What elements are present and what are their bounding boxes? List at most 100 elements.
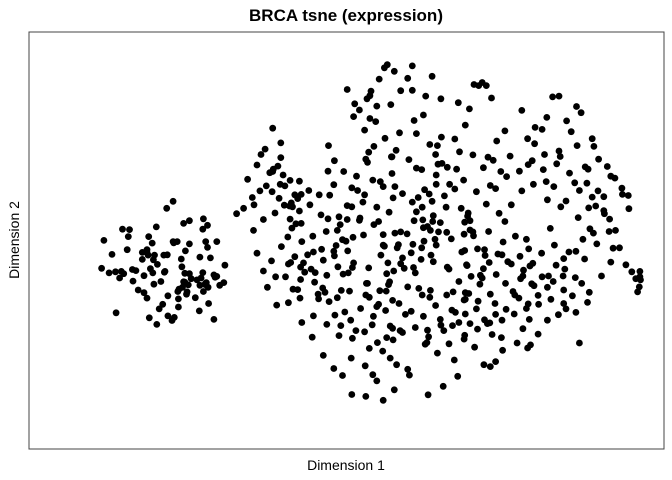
scatter-point (296, 207, 303, 215)
scatter-point (503, 173, 510, 181)
scatter-point (157, 278, 165, 285)
scatter-point (555, 311, 562, 319)
scatter-point (541, 151, 548, 158)
scatter-point (427, 227, 434, 234)
scatter-point (439, 382, 447, 390)
scatter-point (405, 156, 413, 164)
scatter-point (337, 322, 345, 329)
scatter-point (373, 102, 381, 110)
scatter-point (586, 225, 594, 233)
scatter-point (112, 309, 120, 317)
scatter-point (473, 305, 480, 313)
scatter-point (531, 124, 539, 131)
scatter-point (432, 171, 440, 179)
scatter-point (502, 305, 510, 313)
scatter-point (365, 293, 373, 301)
scatter-point (395, 241, 402, 249)
scatter-point (512, 232, 519, 240)
scatter-point (449, 322, 456, 329)
scatter-point (261, 145, 269, 153)
scatter-point (438, 133, 445, 141)
scatter-point (369, 371, 377, 379)
scatter-point (309, 232, 317, 240)
scatter-point (319, 256, 327, 264)
scatter-point (429, 218, 437, 225)
scatter-point (455, 278, 463, 285)
scatter-point (544, 316, 551, 324)
scatter-point (365, 148, 373, 156)
scatter-point (404, 283, 412, 291)
scatter-point (244, 175, 252, 183)
scatter-point (173, 238, 181, 246)
scatter-point (163, 251, 171, 259)
scatter-point (450, 356, 458, 364)
scatter-point (397, 87, 405, 95)
scatter-point (513, 339, 521, 347)
scatter-point (600, 193, 608, 201)
scatter-point (463, 262, 471, 269)
scatter-point (362, 155, 370, 163)
scatter-point (354, 187, 361, 194)
scatter-point (335, 332, 343, 339)
scatter-point (544, 196, 551, 204)
scatter-point (361, 362, 369, 370)
scatter-point (551, 241, 558, 249)
scatter-point (460, 230, 468, 238)
scatter-point (322, 228, 330, 235)
scatter-point (528, 157, 536, 165)
scatter-point (379, 231, 387, 239)
scatter-point (271, 209, 279, 217)
scatter-point (240, 204, 248, 212)
scatter-point (153, 321, 161, 328)
scatter-point (492, 185, 499, 193)
scatter-point (573, 142, 581, 150)
scatter-point (531, 140, 538, 148)
scatter-point (391, 229, 399, 237)
scatter-point (373, 203, 381, 211)
scatter-point (420, 237, 428, 245)
scatter-point (286, 215, 294, 223)
scatter-point (199, 225, 207, 233)
scatter-point (445, 265, 453, 273)
scatter-point (454, 99, 462, 107)
scatter-point (186, 240, 193, 248)
scatter-point (381, 134, 389, 142)
scatter-point (268, 188, 276, 196)
scatter-point (250, 201, 258, 209)
scatter-point (427, 287, 434, 294)
scatter-point (420, 111, 427, 119)
scatter-point (305, 187, 313, 194)
scatter-point (159, 300, 167, 308)
scatter-point (161, 268, 169, 275)
scatter-point (445, 340, 453, 348)
scatter-point (379, 396, 387, 404)
scatter-point (350, 259, 357, 267)
scatter-point (379, 183, 387, 191)
scatter-point (572, 247, 580, 255)
scatter-point (204, 244, 211, 251)
scatter-point (592, 202, 600, 210)
scatter-point (275, 194, 283, 202)
scatter-point (311, 278, 318, 286)
scatter-point (387, 101, 395, 108)
scatter-point (262, 182, 270, 190)
scatter-point (376, 287, 384, 295)
scatter-point (455, 319, 463, 326)
scatter-point (560, 286, 568, 294)
scatter-point (576, 339, 583, 347)
scatter-point (538, 125, 546, 133)
scatter-point (272, 273, 279, 281)
scatter-point (485, 259, 493, 266)
scatter-point (499, 238, 507, 246)
scatter-point (325, 298, 333, 305)
scatter-point (349, 233, 357, 241)
scatter-point (291, 253, 299, 261)
scatter-point (525, 245, 533, 253)
scatter-point (469, 151, 477, 159)
scatter-point (534, 292, 542, 299)
scatter-point (480, 265, 487, 273)
scatter-point (205, 300, 213, 307)
scatter-point (628, 268, 636, 276)
scatter-point (493, 137, 501, 145)
scatter-point (340, 168, 348, 175)
